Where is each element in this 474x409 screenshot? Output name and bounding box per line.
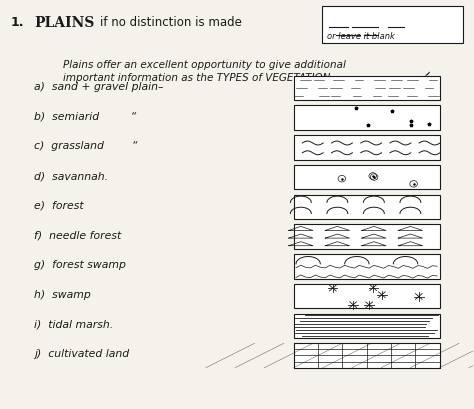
Text: j)  cultivated land: j) cultivated land (35, 348, 129, 359)
Text: a)  sand + gravel plain–: a) sand + gravel plain– (35, 82, 164, 92)
Text: h)  swamp: h) swamp (35, 289, 91, 299)
Text: Plains offer an excellent opportunity to give additional: Plains offer an excellent opportunity to… (63, 60, 346, 70)
Bar (293, 284, 439, 308)
Text: important information as the TYPES of VEGETATION: important information as the TYPES of VE… (63, 72, 330, 83)
Text: e)  forest: e) forest (35, 200, 84, 210)
Bar (293, 344, 439, 368)
Bar (293, 195, 439, 220)
Bar (293, 225, 439, 249)
Text: if no distinction is made: if no distinction is made (100, 16, 242, 29)
Bar (293, 76, 439, 101)
Text: c)  grassland        “: c) grassland “ (35, 141, 138, 151)
Text: 1.: 1. (11, 16, 24, 29)
Text: PLAINS: PLAINS (35, 16, 95, 29)
Text: b)  semiarid         “: b) semiarid “ (35, 111, 137, 121)
FancyBboxPatch shape (322, 7, 463, 44)
Bar (293, 136, 439, 160)
Bar (293, 314, 439, 338)
Text: g)  forest swamp: g) forest swamp (35, 260, 126, 270)
Text: or leave it blank: or leave it blank (327, 32, 394, 41)
Text: i)  tidal marsh.: i) tidal marsh. (35, 319, 114, 329)
Text: d)  savannah.: d) savannah. (35, 171, 109, 181)
Text: f)  needle forest: f) needle forest (35, 230, 122, 240)
Bar (293, 254, 439, 279)
Bar (293, 106, 439, 130)
Bar (293, 166, 439, 190)
